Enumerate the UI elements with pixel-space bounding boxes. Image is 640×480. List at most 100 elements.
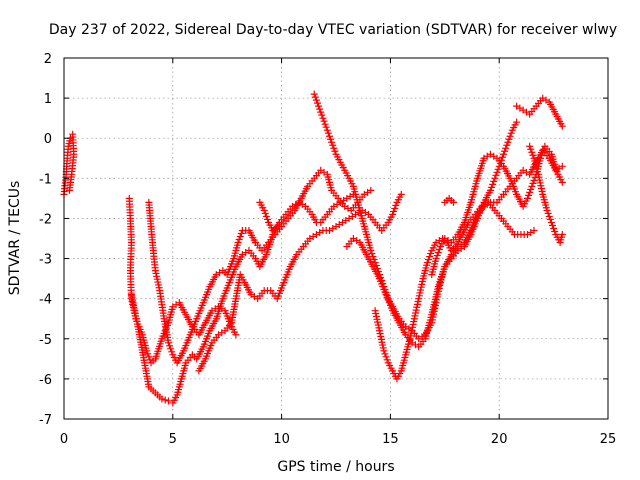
data-point xyxy=(450,198,458,206)
data-point xyxy=(486,186,494,194)
data-point-run xyxy=(390,370,399,380)
data-point-run xyxy=(461,201,474,224)
data-point-run xyxy=(481,189,493,204)
data-point-run xyxy=(420,261,431,280)
data-point-run xyxy=(319,213,329,224)
data-point-run xyxy=(274,281,287,300)
data-point-run xyxy=(295,245,305,256)
data-point-run xyxy=(170,394,180,404)
y-tick-label: 0 xyxy=(44,132,52,147)
data-point-run xyxy=(222,309,234,328)
data-point-run xyxy=(547,101,558,116)
data-point-run xyxy=(527,145,537,159)
data-point xyxy=(310,90,318,98)
data-point-run xyxy=(394,370,404,380)
data-point-run xyxy=(261,209,271,223)
chart-title: Day 237 of 2022, Sidereal Day-to-day VTE… xyxy=(49,22,617,38)
data-point-run xyxy=(444,241,454,252)
data-point-run xyxy=(501,141,511,155)
data-point-run xyxy=(364,253,376,268)
series-track-11 xyxy=(441,194,458,206)
data-point-run xyxy=(428,257,439,276)
data-point-run xyxy=(372,310,383,332)
data-point-run xyxy=(555,173,565,184)
data-point-run xyxy=(534,97,545,107)
data-point-run xyxy=(363,233,374,252)
data-point-run xyxy=(424,250,435,264)
data-point xyxy=(164,339,172,347)
data-point-run xyxy=(194,301,206,320)
data-point-run xyxy=(488,177,498,191)
x-axis-label: GPS time / hours xyxy=(277,459,394,475)
data-point xyxy=(543,206,551,214)
data-point-run xyxy=(404,333,414,344)
data-point-run xyxy=(336,197,347,208)
data-point-run xyxy=(345,237,355,248)
data-point-run xyxy=(273,225,283,236)
series-track-10 xyxy=(428,142,566,279)
data-point-run xyxy=(468,217,480,236)
data-point-run xyxy=(415,277,426,300)
data-point-run xyxy=(541,149,551,160)
y-axis-label: SDTVAR / TECUs xyxy=(7,181,23,296)
data-point-run xyxy=(207,317,219,332)
data-point-run xyxy=(68,153,77,175)
data-point-run xyxy=(65,137,74,148)
data-point-run xyxy=(266,221,275,232)
y-tick-label: -1 xyxy=(39,172,52,187)
data-point-run xyxy=(286,209,296,220)
data-point-run xyxy=(324,129,335,143)
data-point xyxy=(491,174,499,182)
data-point-run xyxy=(460,221,471,236)
data-point-run xyxy=(376,330,387,352)
data-point-run xyxy=(473,205,484,216)
data-point-run xyxy=(333,153,343,164)
data-point-run xyxy=(210,333,220,344)
data-points xyxy=(60,90,566,407)
data-point-run xyxy=(383,293,395,312)
data-point xyxy=(537,154,545,162)
data-point-run xyxy=(510,121,519,132)
data-point-run xyxy=(246,229,258,244)
data-point-run xyxy=(350,185,361,204)
data-point-run xyxy=(181,333,193,352)
data-point-run xyxy=(128,293,141,328)
x-tick-label: 15 xyxy=(382,432,399,447)
data-point-run xyxy=(304,205,314,216)
data-point-run xyxy=(468,177,481,204)
data-point-run xyxy=(486,201,497,212)
data-point xyxy=(389,210,397,218)
data-point-run xyxy=(507,177,520,196)
data-point-run xyxy=(493,209,503,220)
data-point xyxy=(367,186,375,194)
data-point-run xyxy=(373,221,384,232)
data-point-run xyxy=(329,141,339,155)
data-point-run xyxy=(380,221,390,232)
data-point-run xyxy=(207,273,219,288)
data-point-run xyxy=(292,197,304,212)
data-point xyxy=(500,150,508,158)
data-point-run xyxy=(433,246,443,260)
series-track-9 xyxy=(371,198,538,383)
data-point-run xyxy=(194,345,206,360)
series-track-7 xyxy=(310,90,521,343)
data-point-run xyxy=(64,145,72,159)
data-point xyxy=(558,122,566,130)
data-point-run xyxy=(166,342,176,356)
series-track-6 xyxy=(256,198,281,234)
data-point-run xyxy=(156,289,168,320)
data-point xyxy=(547,218,555,226)
data-point-run xyxy=(316,105,326,119)
data-point xyxy=(273,222,281,230)
data-point-run xyxy=(390,201,400,215)
data-point-run xyxy=(553,233,563,244)
data-point-run xyxy=(254,241,264,252)
data-point xyxy=(164,397,172,405)
data-point-run xyxy=(242,281,254,296)
data-point-run xyxy=(220,281,232,300)
data-point-run xyxy=(257,201,267,212)
data-point-run xyxy=(257,253,269,268)
series-track-13 xyxy=(526,142,566,247)
data-point-run xyxy=(462,233,474,248)
data-point xyxy=(513,118,521,126)
